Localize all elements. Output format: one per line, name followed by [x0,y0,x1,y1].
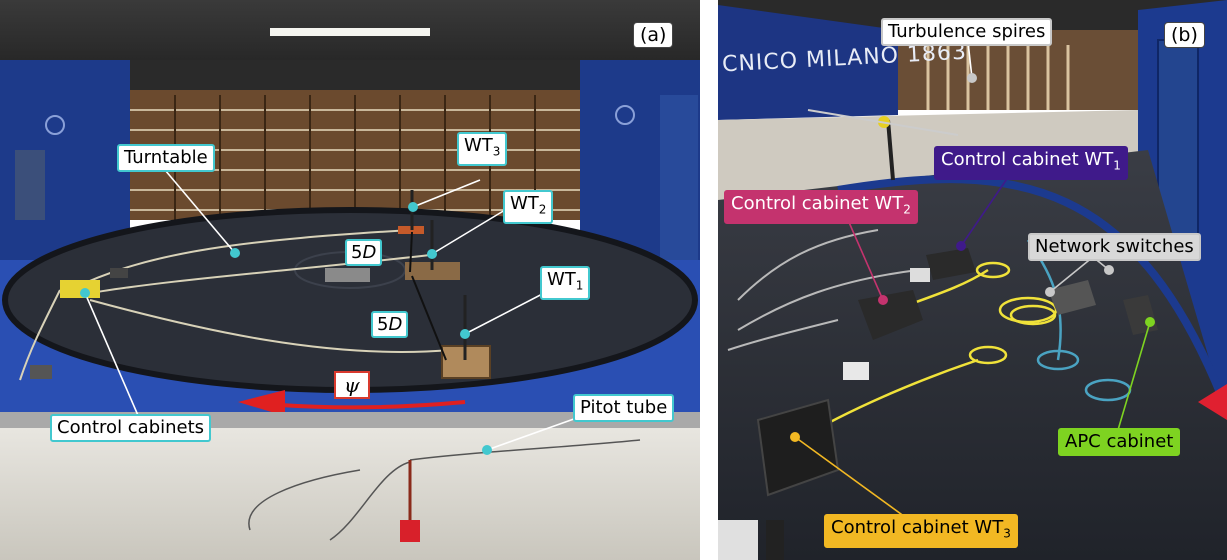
label-control-cabinet-wt3: Control cabinet WT3 [824,514,1018,548]
wall-logo-right [615,105,635,125]
label-wt3: WT3 [457,132,508,166]
label-apc-text: APC cabinet [1065,431,1174,452]
grey-cables-b [727,229,919,351]
cabinet-box [110,268,128,278]
spacing-arrow-1 [409,231,413,273]
ceiling-light [270,28,430,36]
turntable-edge-b [837,175,1227,412]
label-wt2-text: WT [510,193,539,214]
label-cc-wt1-sub: 1 [1113,158,1121,173]
yaw-arrow-line [279,400,466,410]
label-spacing-2: 5D [371,311,409,338]
center-plate [325,268,370,282]
label-yaw-angle: ψ [334,371,370,399]
white-floor [0,428,700,560]
spacing-1-value: 5 [351,242,363,263]
dot-wt2 [878,295,888,305]
spacing-2-unit: D [388,314,403,335]
red-marker-b [1198,384,1227,420]
label-control-cabinet-wt1: Control cabinet WT1 [934,146,1128,180]
label-pitot-text: Pitot tube [580,397,668,418]
label-wt1-text: WT [547,269,576,290]
cabinet-wt3-box [756,398,840,497]
panel-a-scene [0,0,700,560]
pointer-lines [84,169,586,451]
label-cc-wt3-sub: 3 [1003,526,1011,541]
label-spires-text: Turbulence spires [888,21,1046,42]
label-wt1-sub: 1 [575,278,584,293]
left-wall-b [718,5,898,120]
ceiling-beam [90,60,610,90]
turbine-tower-b [886,119,895,181]
label-control-cabinets-text: Control cabinets [57,417,205,438]
dot-spires [967,73,977,83]
wall-logo-left [45,115,65,135]
right-door-b [1157,39,1199,261]
label-wt2: WT2 [503,190,554,224]
small-box-2 [843,362,869,380]
label-cc-wt2-text: Control cabinet WT [731,193,904,214]
spacing-1-unit: D [362,242,377,263]
label-wt3-text: WT [464,135,493,156]
label-pitot-tube: Pitot tube [573,394,675,422]
label-apc-cabinet: APC cabinet [1058,428,1181,456]
panel-b-tag: (b) [1164,22,1205,48]
dot-network-2 [1104,265,1114,275]
label-network-text: Network switches [1035,236,1194,257]
label-wt2-sub: 2 [538,202,547,217]
panel-a-photo: (a) Turntable WT3 WT2 WT1 5D 5D ψ Pitot … [0,0,700,560]
spacing-2-value: 5 [377,314,389,335]
dark-box-b [766,520,784,560]
spacing-arrow-2 [411,275,447,361]
panel-b-scene [718,0,1227,560]
label-cc-wt2-sub: 2 [903,202,911,217]
grey-box-b [718,520,758,560]
turntable-disc [2,207,698,393]
small-box-1 [910,268,930,282]
label-wt1: WT1 [540,266,591,300]
pitot-base [400,520,420,542]
label-wt3-sub: 3 [492,144,501,159]
panel-a-tag: (a) [633,22,674,48]
label-cc-wt3-text: Control cabinet WT [831,517,1004,538]
label-spacing-1: 5D [345,239,383,266]
wt2-base [405,262,460,280]
cabinet-wt1-box [926,248,976,280]
label-cc-wt1-text: Control cabinet WT [941,149,1114,170]
label-turbulence-spires: Turbulence spires [881,18,1053,46]
box-left [30,365,52,379]
label-turntable-text: Turntable [124,147,208,168]
label-control-cabinet-wt2: Control cabinet WT2 [724,190,918,224]
label-turntable: Turntable [117,144,215,172]
dot-wt1 [956,241,966,251]
dot-apc [1145,317,1155,327]
label-network-switches: Network switches [1028,233,1201,261]
right-wall-door [660,95,698,285]
yaw-arrow-head [238,390,285,416]
panel-b-photo: CNICO MILANO 1863 (b) Turbulence spires … [718,0,1227,560]
pitot-cable [248,439,641,541]
dot-network-1 [1045,287,1055,297]
left-wall-window [15,150,45,220]
pointer-dots [80,202,492,455]
cabinet-wt2-box [858,290,923,340]
label-control-cabinets: Control cabinets [50,414,212,442]
dot-wt3 [790,432,800,442]
network-rack [1048,280,1096,315]
yellow-cables-cluster [60,280,100,298]
turbine-blade-b [807,109,959,136]
